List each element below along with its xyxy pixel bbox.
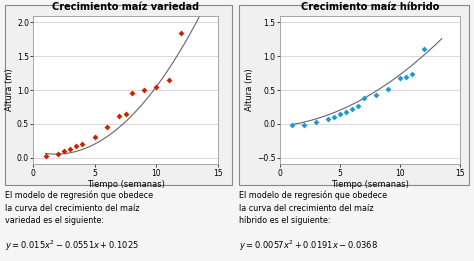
Point xyxy=(91,135,99,139)
Point xyxy=(420,48,428,52)
Point xyxy=(360,96,367,100)
Point xyxy=(396,76,403,80)
Y-axis label: Altura (m): Altura (m) xyxy=(245,69,254,111)
Text: $y = 0.015x^2 - 0.0551x + 0.1025$: $y = 0.015x^2 - 0.0551x + 0.1025$ xyxy=(5,239,139,253)
X-axis label: Tiempo (semanas): Tiempo (semanas) xyxy=(331,180,409,189)
X-axis label: Tiempo (semanas): Tiempo (semanas) xyxy=(87,180,164,189)
Point xyxy=(312,120,319,124)
Point xyxy=(408,72,416,76)
Point xyxy=(288,123,295,127)
Point xyxy=(330,115,337,119)
Text: El modelo de regresión que obedece
la curva del crecimiento del maíz
híbrido es : El modelo de regresión que obedece la cu… xyxy=(239,191,387,225)
Point xyxy=(122,112,129,116)
Point xyxy=(79,142,86,146)
Point xyxy=(300,122,308,127)
Point xyxy=(372,93,380,98)
Y-axis label: Altura (m): Altura (m) xyxy=(5,69,14,111)
Title: Crecimiento maíz híbrido: Crecimiento maíz híbrido xyxy=(301,2,439,12)
Point xyxy=(60,149,68,153)
Point xyxy=(402,74,410,79)
Point xyxy=(42,154,49,158)
Title: Crecimiento maíz variedad: Crecimiento maíz variedad xyxy=(52,2,199,12)
Point xyxy=(54,152,62,156)
Point xyxy=(348,107,356,111)
Point xyxy=(73,144,80,148)
Point xyxy=(342,110,349,115)
Point xyxy=(384,87,392,91)
Point xyxy=(116,114,123,118)
Point xyxy=(140,88,148,92)
Point xyxy=(354,104,362,108)
Text: $y = 0.0057x^2 + 0.0191x - 0.0368$: $y = 0.0057x^2 + 0.0191x - 0.0368$ xyxy=(239,239,378,253)
Point xyxy=(177,31,185,35)
Point xyxy=(66,147,74,151)
Point xyxy=(324,117,331,121)
Point xyxy=(103,125,111,129)
Point xyxy=(128,91,136,96)
Point xyxy=(336,112,344,116)
Point xyxy=(165,78,173,82)
Point xyxy=(153,85,160,89)
Text: El modelo de regresión que obedece
la curva del crecimiento del maíz
variedad es: El modelo de regresión que obedece la cu… xyxy=(5,191,153,225)
